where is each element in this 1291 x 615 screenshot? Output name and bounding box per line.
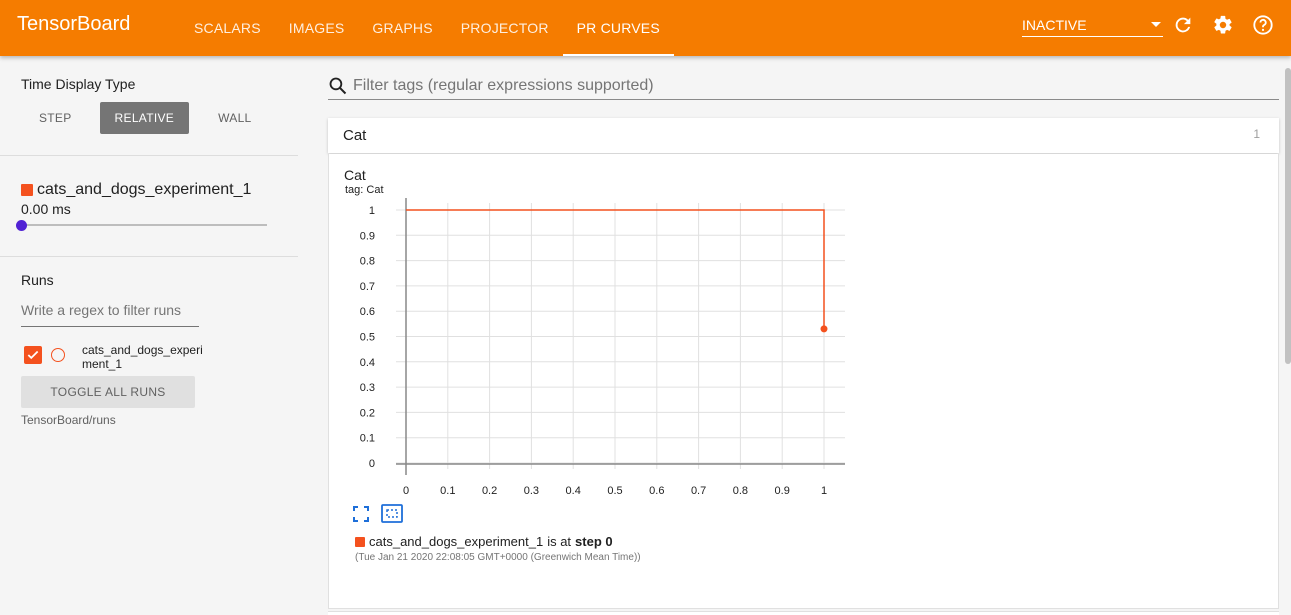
top-app-bar: TensorBoard SCALARS IMAGES GRAPHS PROJEC…	[0, 0, 1291, 56]
experiment-time: 0.00 ms	[21, 201, 71, 217]
checkmark-icon	[27, 350, 39, 360]
main-content: Filter tags (regular expressions support…	[300, 56, 1291, 615]
fit-domain-icon[interactable]	[353, 506, 369, 522]
category-name: Cat	[343, 127, 367, 144]
sidebar-divider	[0, 256, 298, 257]
run-color-swatch	[21, 184, 33, 196]
tab-pr-curves[interactable]: PR CURVES	[562, 0, 675, 56]
dropdown-caret-icon	[1151, 22, 1161, 27]
pr-curve-chart[interactable]: 0 0.1 0.2 0.3 0.4 0.5 0.6 0.7 0.8 0.9 1 0 0.1 0.2 0.3 0…	[329, 154, 889, 494]
experiment-run-label: cats_and_dogs_experiment_1	[37, 181, 252, 198]
settings-gear-icon[interactable]	[1212, 14, 1234, 36]
y-tick-label: 0.1	[360, 433, 375, 445]
run-label: cats_and_dogs_experiment_1	[82, 343, 203, 371]
legend-step: step 0	[575, 534, 613, 549]
tab-graphs[interactable]: GRAPHS	[372, 20, 433, 36]
tag-filter-placeholder: Filter tags (regular expressions support…	[353, 76, 654, 94]
experiment-run-name: cats_and_dogs_experiment_1	[21, 181, 251, 199]
x-tick-label: 0.2	[482, 485, 497, 494]
sidebar-divider	[0, 155, 298, 156]
runs-title: Runs	[21, 272, 54, 288]
inactive-dashboards-select[interactable]: INACTIVE	[1022, 13, 1163, 37]
y-tick-label: 0.3	[360, 382, 375, 394]
x-tick-label: 0.4	[566, 485, 581, 494]
y-tick-label: 0.7	[360, 281, 375, 293]
x-tick-label: 0.1	[440, 485, 455, 494]
x-tick-label: 1	[821, 485, 827, 494]
category-count: 1	[1253, 127, 1260, 141]
x-tick-label: 0.6	[649, 485, 664, 494]
tab-images[interactable]: IMAGES	[288, 20, 345, 36]
logdir-path: TensorBoard/runs	[21, 413, 116, 427]
legend-color-swatch	[355, 536, 365, 547]
run-radio[interactable]	[51, 348, 65, 362]
step-button[interactable]: STEP	[39, 111, 72, 125]
x-tick-label: 0.7	[691, 485, 706, 494]
y-tick-label: 1	[369, 205, 375, 217]
zoom-area-icon[interactable]	[381, 504, 403, 523]
refresh-icon[interactable]	[1172, 14, 1194, 36]
legend-run-name: cats_and_dogs_experiment_1	[369, 534, 544, 549]
x-tick-label: 0.8	[733, 485, 748, 494]
x-tick-label: 0.9	[775, 485, 790, 494]
category-header[interactable]: Cat 1	[328, 118, 1279, 153]
relative-button[interactable]: RELATIVE	[99, 102, 190, 134]
y-tick-label: 0.8	[360, 256, 375, 268]
pr-curve-line	[406, 209, 825, 329]
x-tick-label: 0.3	[524, 485, 539, 494]
run-checkbox[interactable]	[24, 346, 42, 364]
run-list-item[interactable]: cats_and_dogs_experiment_1	[24, 343, 207, 371]
wall-button[interactable]: WALL	[218, 111, 252, 125]
tab-projector[interactable]: PROJECTOR	[460, 20, 549, 36]
next-card-edge	[328, 611, 1279, 615]
toggle-all-runs-button[interactable]: TOGGLE ALL RUNS	[21, 376, 195, 408]
chart-title: Cat	[344, 167, 366, 183]
tag-filter-input[interactable]: Filter tags (regular expressions support…	[328, 72, 1279, 100]
inactive-select-label: INACTIVE	[1022, 16, 1087, 33]
step-slider-handle[interactable]	[16, 220, 27, 231]
main-scrollbar[interactable]	[1285, 68, 1291, 364]
legend-is-at: is at	[547, 534, 572, 549]
time-display-type-title: Time Display Type	[21, 76, 136, 92]
y-tick-label: 0.9	[360, 230, 375, 242]
x-tick-label: 0.5	[607, 485, 622, 494]
y-tick-label: 0.5	[360, 332, 375, 344]
chart-tag: tag: Cat	[345, 184, 384, 196]
runs-filter-input[interactable]: Write a regex to filter runs	[21, 302, 199, 327]
pr-curve-point	[820, 325, 828, 333]
app-title: TensorBoard	[17, 13, 131, 35]
x-tick-label: 0	[403, 485, 409, 494]
y-tick-label: 0.2	[360, 407, 375, 419]
legend-timestamp: (Tue Jan 21 2020 22:08:05 GMT+0000 (Gree…	[355, 552, 641, 563]
pr-curve-card: Cat tag: Cat 0 0.1 0.2 0.3 0.4 0.5 0.6 0.7 0.8 0.…	[328, 154, 1279, 609]
sidebar: Time Display Type STEP RELATIVE WALL cat…	[0, 56, 300, 615]
tab-scalars[interactable]: SCALARS	[194, 20, 261, 36]
help-icon[interactable]	[1252, 14, 1274, 36]
y-tick-label: 0.4	[360, 357, 375, 369]
step-slider-track[interactable]	[21, 224, 267, 226]
y-tick-label: 0.6	[360, 306, 375, 318]
time-display-type-buttons: STEP RELATIVE WALL	[24, 102, 267, 134]
legend-entry: cats_and_dogs_experiment_1 is at step 0	[355, 534, 613, 549]
y-tick-label: 0	[369, 458, 375, 470]
dashboard-tabs: SCALARS IMAGES GRAPHS PROJECTOR PR CURVE…	[180, 0, 675, 56]
search-icon	[329, 77, 347, 94]
